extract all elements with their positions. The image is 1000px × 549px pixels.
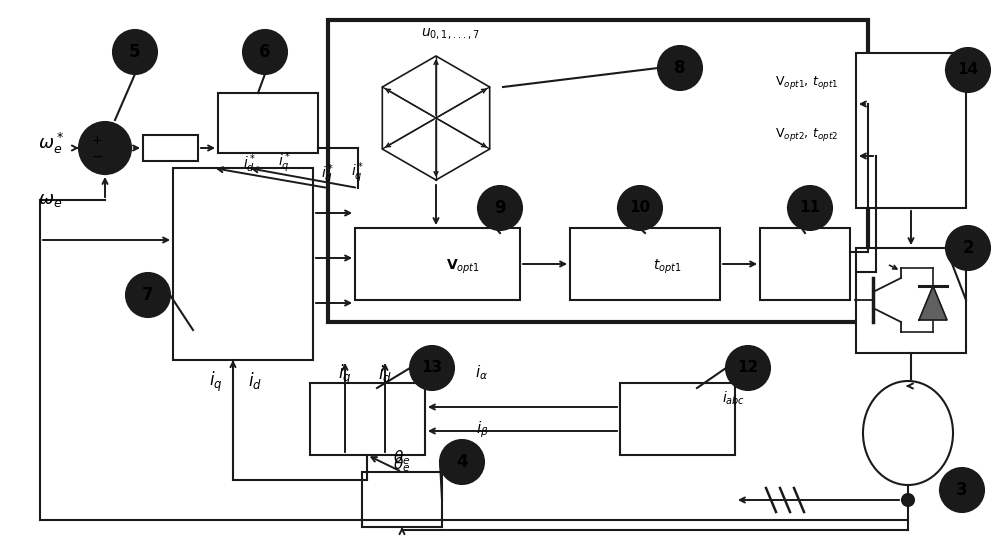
Bar [570,228,720,300]
Bar [760,228,850,300]
Circle shape [410,346,454,390]
Text: 2: 2 [962,239,974,257]
Text: 5: 5 [129,43,141,61]
Text: $i_d$: $i_d$ [378,363,392,384]
Text: $\mathrm{V}_{opt1},\,t_{opt1}$: $\mathrm{V}_{opt1},\,t_{opt1}$ [775,75,838,92]
Polygon shape [919,286,947,320]
Circle shape [946,48,990,92]
Text: 10: 10 [629,200,651,216]
Text: $i_q$: $i_q$ [338,363,352,387]
Text: $\theta_e$: $\theta_e$ [393,449,411,467]
Bar [355,228,520,300]
Circle shape [126,273,170,317]
Text: 12: 12 [737,361,759,376]
Text: 8: 8 [674,59,686,77]
Circle shape [788,186,832,230]
Circle shape [946,226,990,270]
Text: 13: 13 [421,361,443,376]
Text: $i_d^*$: $i_d^*$ [321,163,335,185]
Text: $i_q$: $i_q$ [209,370,223,394]
Text: $i_q^*$: $i_q^*$ [278,150,292,175]
Circle shape [940,468,984,512]
Circle shape [618,186,662,230]
Circle shape [243,30,287,74]
Bar [856,53,966,208]
Text: $i_d^*$: $i_d^*$ [243,153,257,175]
Text: $i_q^*$: $i_q^*$ [351,160,365,185]
Text: −: − [91,150,103,164]
Text: 4: 4 [456,453,468,471]
Text: $\mathbf{V}_{opt1}$: $\mathbf{V}_{opt1}$ [446,258,480,276]
Text: 11: 11 [800,200,820,216]
Circle shape [658,46,702,90]
Circle shape [440,440,484,484]
Text: 14: 14 [957,63,979,77]
Bar [856,248,966,353]
Bar [620,383,735,455]
Text: $\omega_e$: $\omega_e$ [38,191,62,209]
Circle shape [478,186,522,230]
Text: $i_\beta$: $i_\beta$ [476,419,488,440]
Text: $i_{abc}$: $i_{abc}$ [722,389,745,407]
Text: $u_{0,1,...,7}$: $u_{0,1,...,7}$ [421,27,479,42]
Bar [362,472,442,527]
Bar [328,20,868,322]
Text: $\theta_e$: $\theta_e$ [393,456,411,474]
Text: 7: 7 [142,286,154,304]
Bar [173,168,313,360]
Text: $\mathrm{V}_{opt2},\,t_{opt2}$: $\mathrm{V}_{opt2},\,t_{opt2}$ [775,126,838,143]
Bar [218,93,318,153]
Bar [143,135,198,161]
Circle shape [902,494,914,506]
Text: 3: 3 [956,481,968,499]
Text: $\omega_e^*$: $\omega_e^*$ [38,131,64,155]
Bar [310,383,425,455]
Text: $t_{opt1}$: $t_{opt1}$ [653,258,682,276]
Text: +: + [92,133,102,147]
Text: 9: 9 [494,199,506,217]
Circle shape [726,346,770,390]
Circle shape [113,30,157,74]
Circle shape [79,122,131,174]
Text: $i_\alpha$: $i_\alpha$ [475,363,489,382]
Text: 6: 6 [259,43,271,61]
Text: $i_d$: $i_d$ [248,370,262,391]
